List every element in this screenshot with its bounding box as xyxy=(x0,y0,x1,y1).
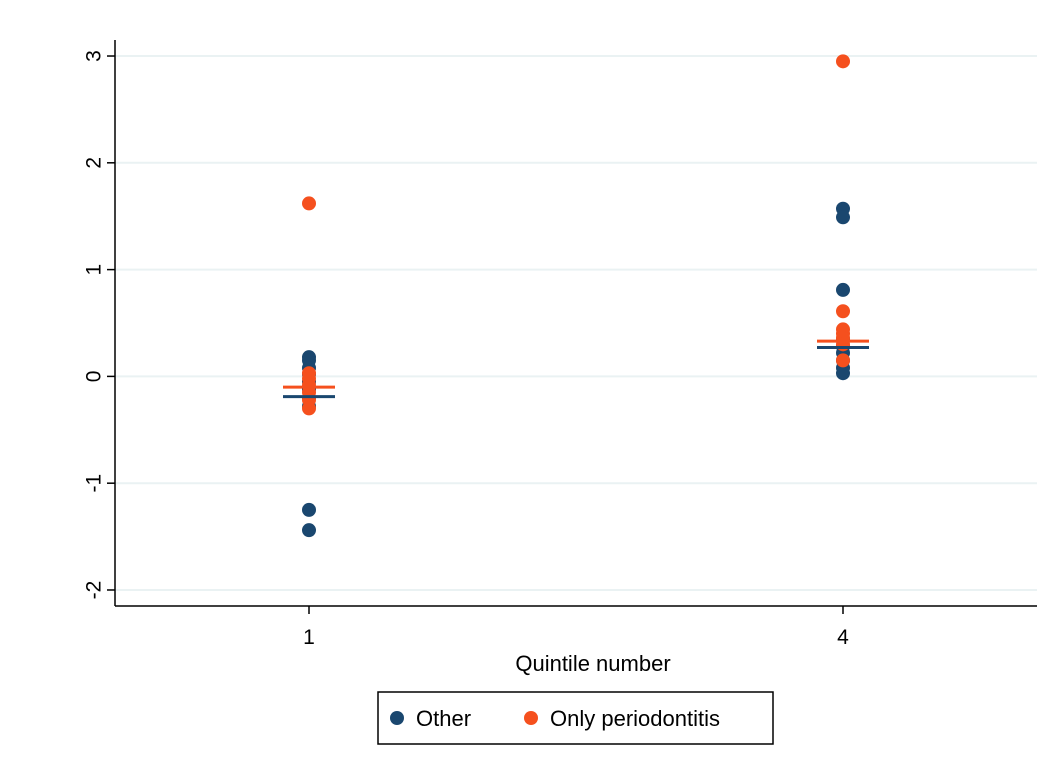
legend-box xyxy=(377,691,774,745)
y-tick-label: 2 xyxy=(82,157,105,169)
data-point xyxy=(836,282,850,297)
y-ticks: -2 -1 0 1 2 3 xyxy=(82,50,115,599)
data-point xyxy=(302,401,316,416)
data-point xyxy=(836,337,850,352)
y-tick-label: 0 xyxy=(82,371,105,383)
x-tick-label: 1 xyxy=(303,626,315,649)
data-point xyxy=(836,353,850,368)
axes xyxy=(114,40,1037,607)
legend-marker xyxy=(524,711,538,725)
data-points xyxy=(302,54,850,538)
data-point xyxy=(302,502,316,517)
data-point xyxy=(302,196,316,211)
x-axis-title: Quintile number xyxy=(515,651,670,676)
y-tick-label: -2 xyxy=(82,581,105,600)
y-tick-label: 1 xyxy=(82,264,105,276)
legend: Other Only periodontitis xyxy=(377,691,774,745)
data-point xyxy=(836,210,850,225)
data-point xyxy=(836,304,850,319)
legend-label: Only periodontitis xyxy=(550,706,720,731)
y-tick-label: 3 xyxy=(82,50,105,62)
data-point xyxy=(302,523,316,538)
gridlines xyxy=(115,55,1037,591)
data-point xyxy=(836,366,850,381)
x-tick-label: 4 xyxy=(837,626,849,649)
mean-markers xyxy=(283,339,869,399)
legend-label: Other xyxy=(416,706,471,731)
data-point xyxy=(836,54,850,69)
y-tick-label: -1 xyxy=(82,474,105,493)
legend-marker xyxy=(390,711,404,725)
